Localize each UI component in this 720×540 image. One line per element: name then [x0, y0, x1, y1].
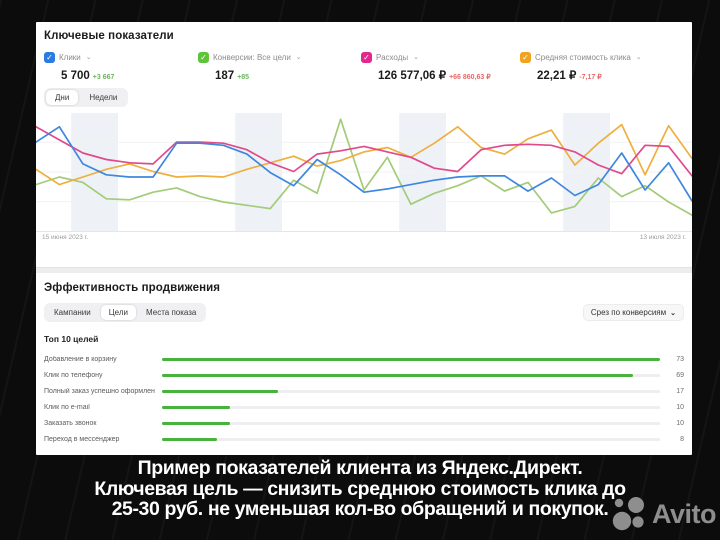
caption-line-1: Пример показателей клиента из Яндекс.Дир…	[137, 457, 583, 479]
goal-bar	[162, 357, 660, 361]
period-toggle: Дни Недели	[44, 88, 129, 107]
checkbox-checked-icon[interactable]: ✓	[520, 51, 531, 63]
goal-row: Полный заказ успешно оформлен 17	[44, 383, 684, 399]
slice-dropdown-label: Срез по конверсиям	[590, 308, 667, 317]
goal-row: Клик по телефону 69	[44, 367, 684, 383]
cards-divider	[36, 267, 692, 273]
metric-value: 5 700	[61, 70, 90, 82]
ad-caption: Пример показателей клиента из Яндекс.Дир…	[0, 458, 720, 520]
series-line-конверсии	[36, 118, 692, 216]
goal-bar	[162, 405, 231, 409]
metric-toggle[interactable]: ✓ Расходы ⌄	[361, 51, 491, 63]
avito-dots-icon	[612, 497, 644, 531]
goal-bar	[162, 437, 217, 441]
series-line-клики	[36, 125, 692, 202]
metric-label: Клики	[59, 52, 81, 62]
goal-row: Добавление в корзину 73	[44, 351, 684, 367]
goal-bar-track	[162, 421, 660, 425]
metric-label: Конверсии: Все цели	[213, 52, 291, 62]
goal-bar-track	[162, 373, 660, 377]
chart-date-axis: 15 июня 2023 г. 13 июля 2023 г.	[42, 234, 686, 241]
metric-3: ✓ Средняя стоимость клика ⌄ 22,21 ₽ -7,17 ₽	[520, 51, 642, 84]
goal-label: Полный заказ успешно оформлен	[44, 387, 155, 395]
chevron-down-icon[interactable]: ⌄	[295, 54, 302, 61]
chevron-down-icon[interactable]: ⌄	[635, 54, 642, 61]
effectiveness-controls: Кампании Цели Места показа Срез по конверс…	[44, 303, 684, 323]
metric-value: 22,21 ₽	[537, 70, 577, 82]
chart-date-end: 13 июля 2023 г.	[639, 234, 686, 241]
goal-value: 69	[676, 371, 684, 379]
goal-bar	[162, 421, 231, 425]
tab-цели[interactable]: Цели	[100, 305, 136, 320]
goal-bar	[162, 373, 633, 377]
goal-row: Переход в мессенджер 8	[44, 431, 684, 447]
goal-label: Добавление в корзину	[44, 355, 117, 363]
metric-1: ✓ Конверсии: Все цели ⌄ 187 +85	[198, 51, 302, 84]
goal-bar-track	[162, 405, 660, 409]
metric-label: Средняя стоимость клика	[535, 52, 631, 62]
series-line-расходы	[36, 125, 692, 177]
goal-bar-track	[162, 437, 660, 441]
metric-value: 126 577,06 ₽	[378, 70, 447, 82]
tab-кампании[interactable]: Кампании	[54, 308, 91, 317]
metric-delta: +85	[237, 74, 250, 81]
tab-места-показа[interactable]: Места показа	[146, 308, 197, 317]
period-option-дни[interactable]: Дни	[46, 90, 79, 105]
metric-delta: +66 860,63 ₽	[449, 74, 491, 81]
slice-dropdown[interactable]: Срез по конверсиям ⌄	[582, 304, 684, 321]
chart-date-start: 15 июня 2023 г.	[42, 234, 89, 241]
goal-value: 17	[676, 387, 684, 395]
goal-bar-track	[162, 389, 660, 393]
chevron-down-icon[interactable]: ⌄	[85, 54, 92, 61]
avito-wordmark: Avito	[652, 498, 717, 529]
chevron-down-icon[interactable]: ⌄	[413, 54, 419, 61]
avito-logo: Avito	[611, 495, 717, 533]
metric-toggle[interactable]: ✓ Клики ⌄	[44, 51, 114, 63]
goal-value: 10	[676, 403, 684, 411]
checkbox-checked-icon[interactable]: ✓	[361, 51, 372, 63]
goal-bar-track	[162, 357, 660, 361]
key-metrics-title: Ключевые показатели	[44, 30, 174, 42]
caption-line-3: 25-30 руб. не уменьшая кол-во обращений …	[111, 498, 609, 520]
kpi-chart-svg	[36, 113, 692, 232]
checkbox-checked-icon[interactable]: ✓	[198, 51, 209, 63]
top-goals-title: Топ 10 целей	[44, 334, 99, 344]
goal-value: 73	[676, 355, 684, 363]
metric-value: 187	[215, 70, 235, 82]
kpi-line-chart	[36, 113, 692, 232]
goal-row: Клик по e-mail 10	[44, 399, 684, 415]
metric-delta: -7,17 ₽	[579, 74, 602, 81]
metric-toggle[interactable]: ✓ Средняя стоимость клика ⌄	[520, 51, 642, 63]
effectiveness-tabs: Кампании Цели Места показа	[44, 303, 207, 322]
effectiveness-title: Эффективность продвижения	[44, 282, 221, 294]
key-metrics-card: Ключевые показатели ✓ Клики ⌄ 5 700 +3 667 ✓ К…	[36, 22, 692, 268]
goal-label: Клик по e-mail	[44, 403, 90, 411]
chevron-down-icon: ⌄	[670, 309, 676, 317]
goal-row: Заказать звонок 10	[44, 415, 684, 431]
metric-2: ✓ Расходы ⌄ 126 577,06 ₽ +66 860,63 ₽	[361, 51, 491, 84]
series-line-средняя стоимость клика	[36, 123, 692, 186]
goal-label: Переход в мессенджер	[44, 435, 120, 443]
metric-label: Расходы	[376, 52, 409, 62]
goal-value: 8	[680, 435, 684, 443]
goal-bar	[162, 389, 279, 393]
metric-toggle[interactable]: ✓ Конверсии: Все цели ⌄	[198, 51, 302, 63]
effectiveness-card: Эффективность продвижения Кампании Цели Ме…	[36, 273, 692, 455]
goal-label: Заказать звонок	[44, 419, 97, 427]
period-option-недели[interactable]: Недели	[89, 93, 118, 102]
goal-label: Клик по телефону	[44, 371, 103, 379]
checkbox-checked-icon[interactable]: ✓	[44, 51, 55, 63]
caption-line-2: Ключевая цель — снизить среднюю стоимост…	[94, 477, 626, 500]
metric-0: ✓ Клики ⌄ 5 700 +3 667	[44, 51, 114, 84]
metric-delta: +3 667	[92, 74, 115, 81]
goal-value: 10	[676, 419, 684, 427]
metrics-row: ✓ Клики ⌄ 5 700 +3 667 ✓ Конверсии: Все цели ⌄ 1…	[44, 51, 684, 87]
top-goals-list: Добавление в корзину 73 Клик по телефону 69…	[44, 351, 684, 447]
